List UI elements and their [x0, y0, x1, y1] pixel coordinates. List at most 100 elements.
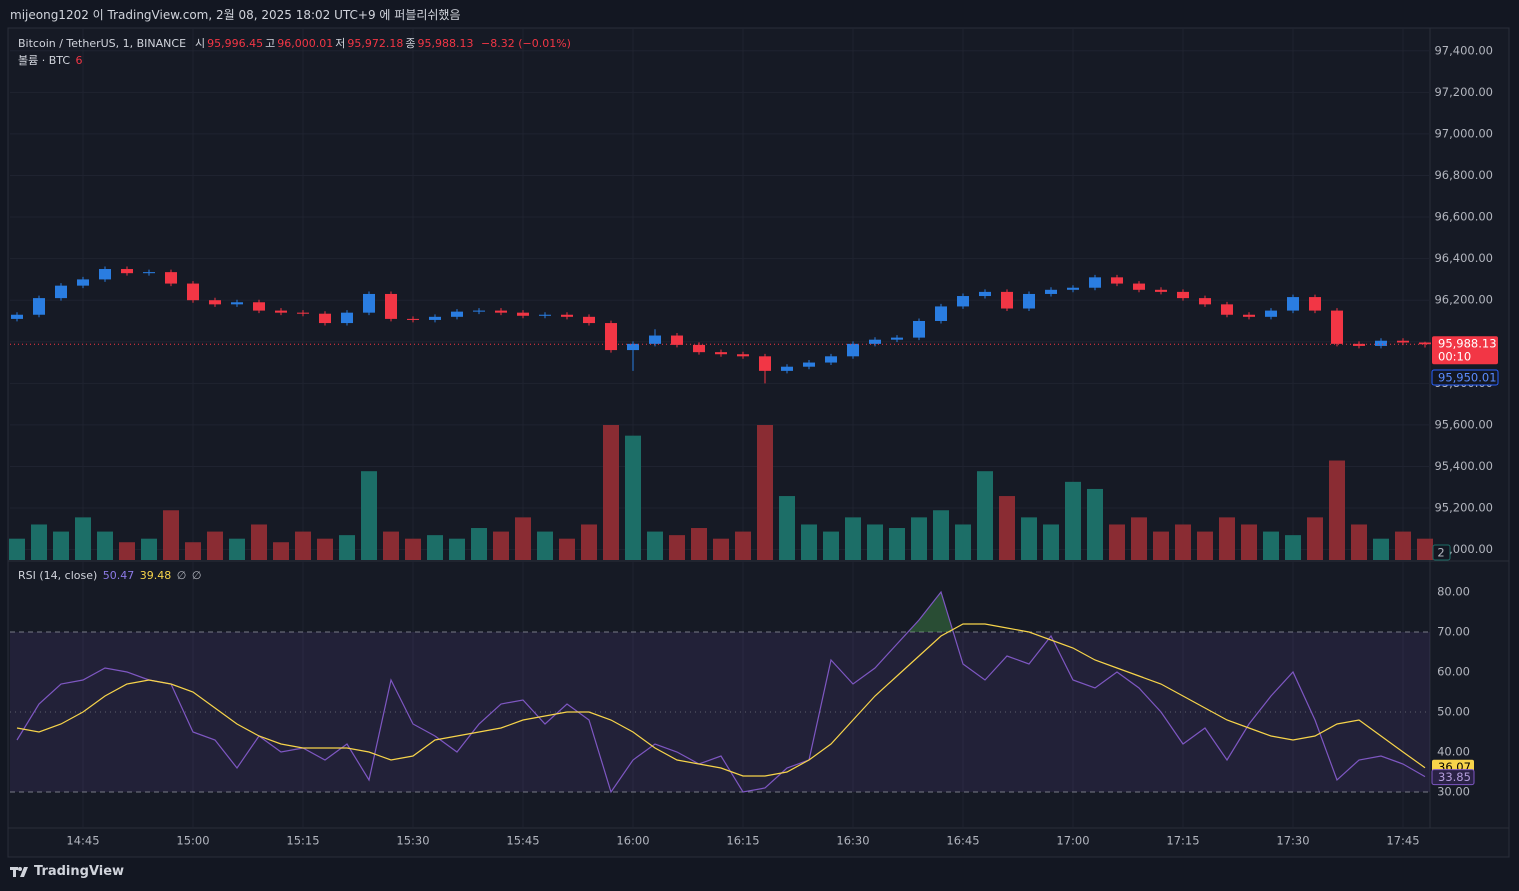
candle-body	[55, 285, 67, 299]
other-price-label: 95,950.01	[1438, 371, 1497, 385]
footer: TradingView	[10, 864, 124, 879]
y-tick-label: 95,400.00	[1434, 459, 1493, 473]
candle-body	[1309, 297, 1321, 311]
volume-bar	[1329, 460, 1345, 560]
volume-bar	[471, 528, 487, 560]
candle-body	[935, 306, 947, 321]
volume-bar	[713, 538, 729, 560]
candle-body	[143, 272, 155, 274]
y-tick-label: 95,200.00	[1434, 501, 1493, 515]
y-tick-label: 97,000.00	[1434, 126, 1493, 140]
candle-body	[715, 352, 727, 355]
symbol-status: Bitcoin / TetherUS, 1, BINANCE 시 95,996.4…	[18, 35, 573, 51]
candle-body	[957, 296, 969, 307]
volume-bar	[1307, 517, 1323, 560]
rsi-status: RSI (14, close) 50.47 39.48 ∅ ∅	[18, 569, 203, 582]
candle-body	[693, 344, 705, 353]
candle-body	[429, 316, 441, 320]
rsi-line	[16, 590, 1426, 794]
countdown: 00:10	[1438, 350, 1471, 364]
candle-body	[1045, 289, 1057, 294]
candle-body	[913, 320, 925, 338]
candle-body	[1067, 287, 1079, 290]
x-tick-label: 15:45	[506, 834, 539, 848]
x-tick-label: 16:45	[946, 834, 979, 848]
status-value: 95,988.13	[417, 37, 474, 50]
logo	[10, 866, 28, 877]
volume-bar	[1241, 524, 1257, 560]
volume-bar	[493, 531, 509, 560]
status-value: 95,972.18	[347, 37, 404, 50]
volume-bar	[273, 542, 289, 560]
volume-bar	[1175, 524, 1191, 560]
volume-bar	[515, 517, 531, 560]
candle-body	[649, 335, 661, 344]
candle-body	[1177, 291, 1189, 299]
candle-body	[341, 312, 353, 324]
x-tick-label: 14:45	[66, 834, 99, 848]
candle-body	[275, 310, 287, 313]
volume-bar	[251, 524, 267, 560]
candle-body	[1001, 291, 1013, 309]
volume-bar	[1043, 524, 1059, 560]
candle-body	[495, 310, 507, 313]
candle-body	[99, 269, 111, 280]
volume-bar	[1087, 488, 1103, 560]
x-tick-label: 15:00	[176, 834, 209, 848]
rsi-tick-label: 60.00	[1437, 665, 1470, 679]
volume-bar	[691, 528, 707, 560]
candle-body	[891, 337, 903, 340]
candle-body	[1265, 310, 1277, 317]
candle-body	[869, 339, 881, 344]
candle-body	[979, 291, 991, 297]
rsi-tick-label: 30.00	[1437, 785, 1470, 799]
candle-body	[627, 343, 639, 351]
candle-body	[1375, 340, 1387, 346]
rsi-title: RSI (14, close)	[18, 569, 98, 582]
volume-bar	[977, 471, 993, 560]
publisher-line: mijeong1202 이 TradingView.com, 2월 08, 20…	[10, 8, 461, 22]
volume-bar	[955, 524, 971, 560]
volume-bar	[405, 538, 421, 560]
rsi-value: 50.47	[102, 569, 135, 582]
y-tick-label: 95,600.00	[1434, 417, 1493, 431]
volume-bar	[163, 510, 179, 560]
candle-body	[517, 312, 529, 316]
candle-body	[1287, 297, 1299, 311]
volume-bar	[581, 524, 597, 560]
volume-bar	[999, 496, 1015, 560]
volume-bar	[295, 531, 311, 560]
candle-body	[671, 335, 683, 345]
x-tick-label: 17:15	[1166, 834, 1199, 848]
candle-body	[253, 302, 265, 311]
volume-bar	[625, 435, 641, 560]
volume-bar	[911, 517, 927, 560]
x-tick-label: 17:45	[1386, 834, 1419, 848]
candle-body	[737, 354, 749, 357]
volume-bar	[889, 528, 905, 560]
volume-bar	[339, 535, 355, 560]
candle-body	[77, 279, 89, 286]
candle-body	[781, 366, 793, 371]
candle-body	[1221, 304, 1233, 315]
volume-bar	[1351, 524, 1367, 560]
candle-body	[407, 318, 419, 320]
volume-bar	[53, 531, 69, 560]
ohlc-status: 시 95,996.45 고 96,000.01 저 95,972.18 종 95,988.13	[195, 37, 475, 50]
y-tick-label: 96,200.00	[1434, 293, 1493, 307]
candle-body	[605, 323, 617, 351]
volume-bar	[1285, 535, 1301, 560]
candle-body	[1243, 314, 1255, 317]
candle-body	[1155, 289, 1167, 292]
status-key: 저	[335, 37, 346, 50]
status-value: 96,000.01	[277, 37, 334, 50]
candle-body	[1023, 293, 1035, 309]
x-tick-label: 16:30	[836, 834, 869, 848]
volume-bar	[1197, 531, 1213, 560]
candle-body	[825, 356, 837, 363]
candle-body	[231, 302, 243, 305]
volume-bar	[801, 524, 817, 560]
last-price-label: 95,988.13	[1438, 337, 1497, 351]
volume-bar	[933, 510, 949, 560]
candle-body	[11, 314, 23, 319]
